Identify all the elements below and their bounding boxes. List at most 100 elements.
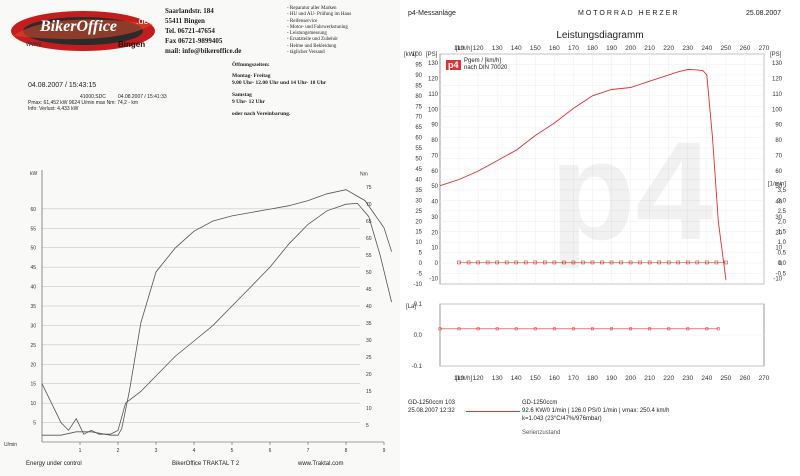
la-tick-label: 0.1 xyxy=(414,302,423,308)
address-line: Tel. 06721-47654 xyxy=(165,27,215,35)
y3-tick-label: 2,5 xyxy=(778,209,787,215)
la-series-marker xyxy=(667,327,671,331)
la-series-marker xyxy=(514,327,518,331)
y-tick-label-kw: 30 xyxy=(415,198,422,204)
la-series-marker xyxy=(571,327,575,331)
x-tick-label: 5 xyxy=(231,448,234,454)
y-tick-label-kw: 75 xyxy=(415,104,422,110)
series-line-power xyxy=(439,69,727,280)
x-tick-label: 3 xyxy=(155,448,158,454)
right-p4-sheet: p4-Messanlage MOTORRAD HERZER 25.08.2007… xyxy=(400,0,800,476)
x-tick-label: 6 xyxy=(269,448,272,454)
y-tick-label-kw: 15 xyxy=(415,230,422,236)
x-tick-label-bottom: 180 xyxy=(587,375,598,382)
footer-model2: GD-1250ccm xyxy=(522,400,558,406)
x-tick-label-bottom: 130 xyxy=(492,375,503,382)
x-tick-label-bottom: 230 xyxy=(682,375,693,382)
x-tick-label-top: 250 xyxy=(720,45,731,52)
y2-tick-label-left: 20 xyxy=(431,230,438,236)
x-tick-label-bottom: 200 xyxy=(625,375,636,382)
y-tick-label: 50 xyxy=(30,246,36,252)
y-axis-label-ps-right: [PS] xyxy=(770,52,782,58)
y-tick-label-kw: -5 xyxy=(417,272,423,278)
hours-title: Öffnungszeiten: xyxy=(232,62,270,68)
y2-axis-label: Nm xyxy=(360,171,368,177)
footer-mid: BikerOffice TRAKTAL T 2 xyxy=(172,461,240,467)
y2-tick-label-right: 50 xyxy=(775,184,782,190)
y-tick-label-kw: 25 xyxy=(415,209,422,215)
y3-axis-label: [1/min] xyxy=(768,182,786,188)
x-tick-label-top: 180 xyxy=(587,45,598,52)
y2-tick-label: 10 xyxy=(366,406,372,412)
la-series-marker xyxy=(686,327,690,331)
y2-tick-label-left: 120 xyxy=(428,77,439,83)
y2-tick-label: 5 xyxy=(366,423,369,429)
hours-line: oder nach Vereinbarung. xyxy=(232,110,291,117)
x-axis-label: U/min xyxy=(4,442,17,448)
x-tick-label-top: 260 xyxy=(740,45,751,52)
y-tick-label: 20 xyxy=(30,362,36,368)
x-tick-label-top: 170 xyxy=(568,45,579,52)
y2-tick-label-left: 70 xyxy=(431,153,438,159)
x-tick-label-top: 120 xyxy=(473,45,484,52)
x-tick-label-bottom: 240 xyxy=(701,375,712,382)
series-line-power xyxy=(41,202,392,435)
logo-domain: .de xyxy=(136,16,149,26)
x-tick-label-top: 130 xyxy=(492,45,503,52)
y2-tick-label-left: 130 xyxy=(428,61,439,67)
address-block: Saarlandstr. 184 55411 Bingen Tel. 06721… xyxy=(165,6,241,56)
la-tick-label: -0.1 xyxy=(412,364,423,370)
y3-tick-label: 2,0 xyxy=(778,219,787,225)
y-tick-label-kw: 55 xyxy=(415,146,422,152)
info-line: Info: Verlust: 4,433 kW xyxy=(28,106,79,112)
x-tick-label-bottom: 250 xyxy=(720,375,731,382)
y2-tick-label: 25 xyxy=(366,355,372,361)
footer-datetime: 25.08.2007 12:32 xyxy=(408,408,455,414)
address-line: Saarlandstr. 184 xyxy=(165,7,214,15)
y-tick-label-kw: 80 xyxy=(415,94,422,100)
footer-k: k=1.043 (23°C/47%/976mbar) xyxy=(522,416,602,422)
x-tick-label-top: 110 xyxy=(454,45,465,52)
logo-site: www. xyxy=(26,41,43,48)
service-item: - HU und AU- Prüfung im Haus xyxy=(287,12,352,18)
y-axis-label-kw: [kW] xyxy=(404,52,416,58)
la-series-marker xyxy=(716,327,720,331)
x-tick-label-bottom: 210 xyxy=(644,375,655,382)
y2-tick-label: 50 xyxy=(366,270,372,276)
service-item: - Reifenservice xyxy=(287,18,318,24)
y2-tick-label-right: 30 xyxy=(775,215,782,221)
logo-text: BikerOffice xyxy=(40,18,118,35)
x-tick-label-bottom: 120 xyxy=(473,375,484,382)
x-tick-label-top: 220 xyxy=(663,45,674,52)
y-tick-label-kw: 10 xyxy=(415,240,422,246)
y2-tick-label: 75 xyxy=(366,185,372,191)
y2-tick-label-right: -10 xyxy=(773,276,782,282)
x-tick-label-top: 210 xyxy=(644,45,655,52)
chart-title: Leistungsdiagramm xyxy=(556,30,643,41)
x-tick-label-bottom: 160 xyxy=(549,375,560,382)
y2-tick-label: 60 xyxy=(366,236,372,242)
y3-tick-label: 3,0 xyxy=(778,198,787,204)
y2-tick-label: 45 xyxy=(366,287,372,293)
y-tick-label-kw: 85 xyxy=(415,83,422,89)
header-left: p4-Messanlage xyxy=(408,10,456,17)
y-tick-label: 5 xyxy=(33,421,36,427)
left-dyno-sheet: BikerOffice .de www. Bingen Saarlandstr.… xyxy=(4,6,392,467)
la-series-marker xyxy=(457,327,461,331)
x-tick-label-bottom: 170 xyxy=(568,375,579,382)
x-tick-label-bottom: 190 xyxy=(606,375,617,382)
y2-tick-label: 70 xyxy=(366,202,372,208)
y-axis-label: kW xyxy=(30,171,38,177)
y2-tick-label: 65 xyxy=(366,219,372,225)
service-item: - Leistungsmessung xyxy=(287,31,327,37)
y-tick-label: 25 xyxy=(30,343,36,349)
y2-tick-label-right: 10 xyxy=(775,246,782,252)
x-tick-label-bottom: 150 xyxy=(530,375,541,382)
logo-city: Bingen xyxy=(118,40,146,49)
y2-tick-label: 20 xyxy=(366,372,372,378)
la-series-marker xyxy=(552,327,556,331)
y-tick-label: 30 xyxy=(30,323,36,329)
left-dyno-chart: 5101520253035404550556051015202530354045… xyxy=(4,170,392,454)
address-line: 55411 Bingen xyxy=(165,17,205,25)
